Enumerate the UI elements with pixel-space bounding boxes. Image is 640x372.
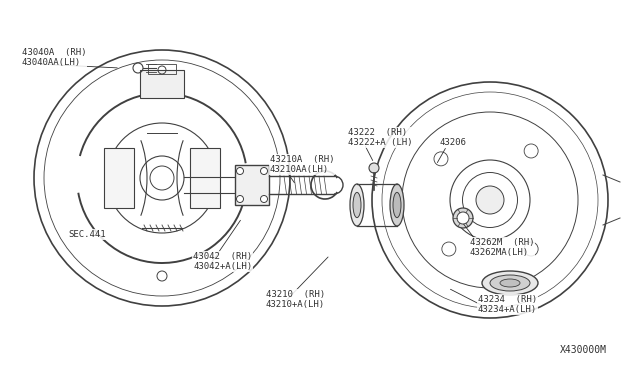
Ellipse shape — [390, 184, 404, 226]
Text: 43210A  (RH)
43210AA(LH): 43210A (RH) 43210AA(LH) — [270, 155, 335, 174]
Bar — [235, 165, 269, 205]
Text: 43040A  (RH)
43040AA(LH): 43040A (RH) 43040AA(LH) — [22, 48, 86, 67]
Circle shape — [369, 163, 379, 173]
Circle shape — [260, 196, 268, 202]
Ellipse shape — [490, 275, 530, 291]
Ellipse shape — [476, 186, 504, 214]
Circle shape — [457, 212, 469, 224]
Text: 43206: 43206 — [440, 138, 467, 147]
Ellipse shape — [393, 192, 401, 218]
Ellipse shape — [482, 271, 538, 295]
Bar — [104, 148, 134, 208]
Ellipse shape — [500, 279, 520, 287]
Text: 43222  (RH)
43222+A (LH): 43222 (RH) 43222+A (LH) — [348, 128, 413, 147]
Circle shape — [260, 167, 268, 174]
Circle shape — [453, 208, 473, 228]
Ellipse shape — [350, 184, 364, 226]
Bar — [140, 70, 184, 98]
Circle shape — [237, 167, 243, 174]
Text: X430000M: X430000M — [560, 345, 607, 355]
Circle shape — [237, 196, 243, 202]
Text: 43042  (RH)
43042+A(LH): 43042 (RH) 43042+A(LH) — [193, 252, 252, 272]
Text: 43210  (RH)
43210+A(LH): 43210 (RH) 43210+A(LH) — [266, 290, 325, 310]
Text: 43234  (RH)
43234+A(LH): 43234 (RH) 43234+A(LH) — [478, 295, 537, 314]
Text: SEC.441: SEC.441 — [68, 230, 106, 239]
Text: 43262M  (RH)
43262MA(LH): 43262M (RH) 43262MA(LH) — [470, 238, 534, 257]
Ellipse shape — [353, 192, 361, 218]
Bar — [148, 64, 176, 74]
Bar — [190, 148, 220, 208]
